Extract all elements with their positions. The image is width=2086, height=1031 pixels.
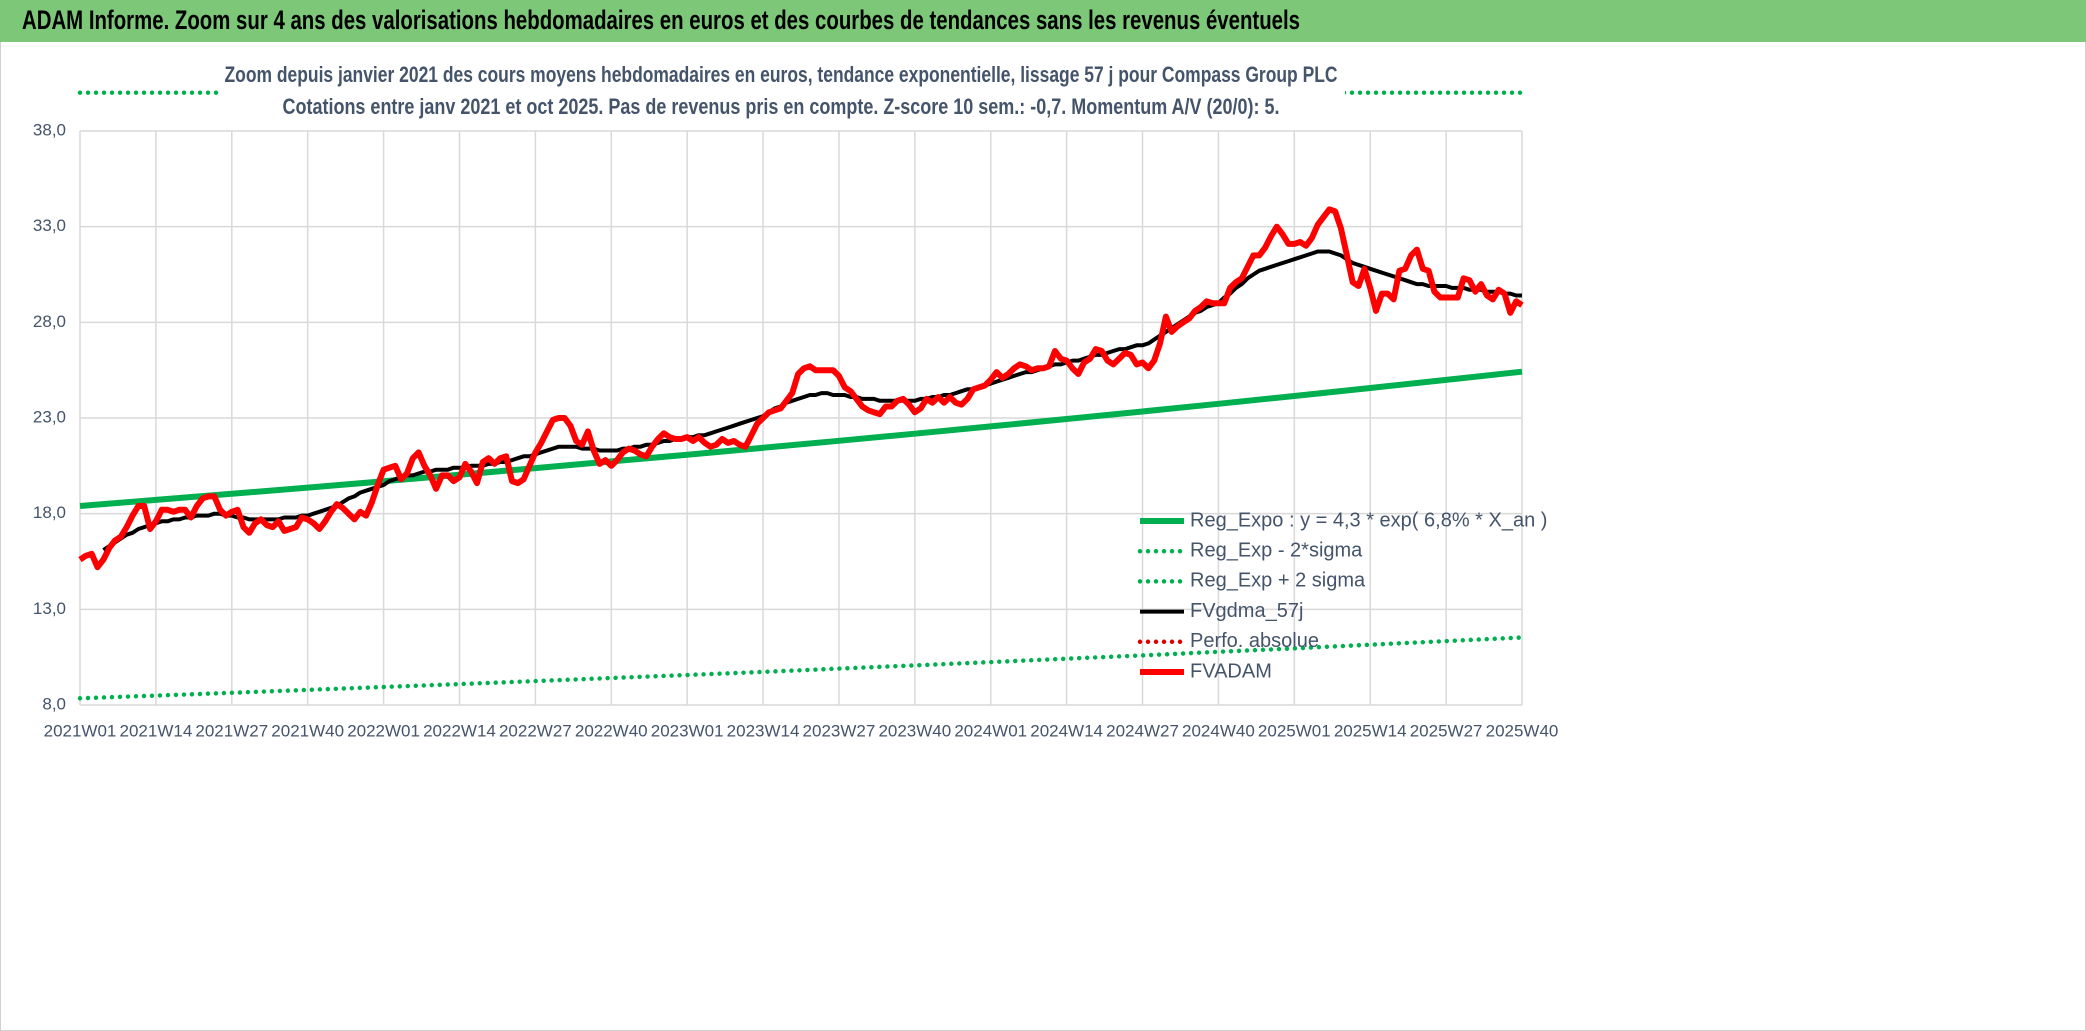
legend-label: FVADAM bbox=[1190, 660, 1272, 682]
x-tick-label: 2024W14 bbox=[1030, 721, 1103, 740]
header-band bbox=[0, 0, 2086, 42]
x-tick-label: 2023W40 bbox=[878, 721, 951, 740]
x-tick-label: 2024W40 bbox=[1182, 721, 1255, 740]
subtitle: Cotations entre janv 2021 et oct 2025. P… bbox=[283, 94, 1280, 119]
series-line bbox=[77, 635, 1525, 701]
series-line bbox=[78, 206, 1524, 571]
x-tick-label: 2023W01 bbox=[651, 721, 724, 740]
y-tick-label: 28,0 bbox=[33, 312, 66, 331]
grid: 8,0 13,0 18,0 23,0 28,0 33,0 38,0 2021W01 2021W1… bbox=[33, 120, 1558, 740]
subtitle: Zoom depuis janvier 2021 des cours moyen… bbox=[225, 62, 1338, 87]
legend-label: Reg_Exp + 2 sigma bbox=[1190, 570, 1366, 592]
x-tick-label: 2021W27 bbox=[195, 721, 268, 740]
chart-title: ADAM Informe. Zoom sur 4 ans des valoris… bbox=[22, 5, 1300, 35]
y-tick-label: 13,0 bbox=[33, 599, 66, 618]
y-tick-label: 8,0 bbox=[42, 694, 66, 713]
legend-label: Reg_Expo : y = 4,3 * exp( 6,8% * X_an ) bbox=[1190, 509, 1547, 531]
x-tick-label: 2025W01 bbox=[1258, 721, 1331, 740]
subtitle-box bbox=[220, 56, 1345, 126]
x-tick-label: 2022W01 bbox=[347, 721, 420, 740]
y-tick-label: 38,0 bbox=[33, 120, 66, 139]
x-tick-label: 2021W14 bbox=[120, 721, 193, 740]
legend-label: FVgdma_57j bbox=[1190, 600, 1303, 622]
x-tick-label: 2023W27 bbox=[803, 721, 876, 740]
y-tick-label: 33,0 bbox=[33, 216, 66, 235]
x-tick-label: 2025W14 bbox=[1334, 721, 1407, 740]
x-tick-label: 2023W14 bbox=[727, 721, 800, 740]
legend-label: Reg_Exp - 2*sigma bbox=[1190, 539, 1363, 561]
y-tick-label: 23,0 bbox=[33, 407, 66, 426]
x-tick-label: 2024W01 bbox=[954, 721, 1027, 740]
x-tick-label: 2025W27 bbox=[1410, 721, 1483, 740]
y-tick-label: 18,0 bbox=[33, 503, 66, 522]
legend: Reg_Expo : y = 4,3 * exp( 6,8% * X_an ) R… bbox=[1137, 509, 1547, 682]
x-tick-label: 2022W27 bbox=[499, 721, 572, 740]
legend-label: Perfo. absolue bbox=[1190, 630, 1319, 652]
x-tick-label: 2022W40 bbox=[575, 721, 648, 740]
series-line bbox=[79, 368, 1523, 509]
x-tick-label: 2022W14 bbox=[423, 721, 496, 740]
x-tick-label: 2025W40 bbox=[1486, 721, 1559, 740]
x-tick-label: 2021W40 bbox=[271, 721, 344, 740]
x-tick-label: 2024W27 bbox=[1106, 721, 1179, 740]
x-tick-label: 2021W01 bbox=[44, 721, 117, 740]
